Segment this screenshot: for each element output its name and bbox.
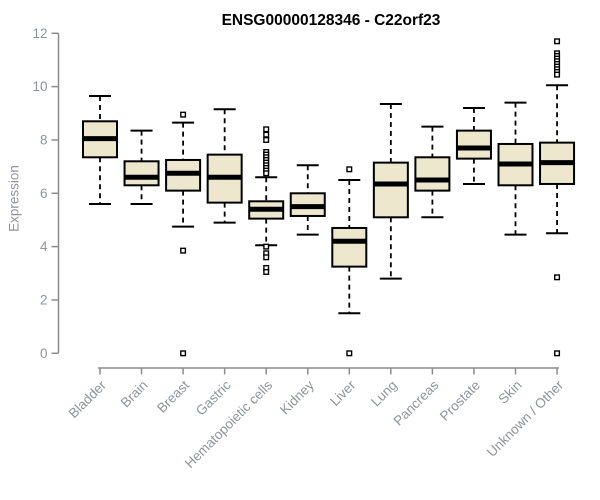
box-lung (372, 102, 409, 280)
outlier-point (554, 71, 561, 78)
box-hematopoietic-cells (248, 126, 285, 275)
x-category-label: Pancreas (391, 377, 442, 428)
x-category-label: Gastric (193, 377, 234, 418)
y-axis-label: Expression (6, 165, 22, 232)
y-tick-label: 0 (40, 346, 48, 361)
iqr-box (331, 226, 368, 268)
outlier-point (180, 247, 187, 254)
y-tick-label: 12 (32, 26, 47, 41)
iqr-box (455, 129, 492, 160)
x-category-label: Breast (154, 377, 192, 415)
outlier-point (554, 350, 561, 357)
x-category-label: Kidney (277, 377, 317, 417)
outlier-point (346, 350, 353, 357)
box-brain (123, 129, 160, 205)
box-gastric (206, 108, 243, 224)
outlier-point (263, 243, 270, 250)
outlier-point (263, 131, 270, 138)
x-category-label: Liver (327, 377, 359, 409)
y-tick-label: 8 (40, 132, 48, 147)
box-prostate (455, 106, 492, 185)
outlier-point (180, 111, 187, 118)
x-category-label: Brain (118, 378, 151, 411)
y-tick-label: 6 (40, 186, 48, 201)
iqr-box (123, 160, 160, 187)
box-liver (331, 166, 368, 357)
box-kidney (289, 164, 326, 236)
outlier-point (263, 126, 270, 133)
outlier-point (554, 274, 561, 281)
outlier-point (346, 166, 353, 173)
chart-title: ENSG00000128346 - C22orf23 (221, 12, 441, 29)
x-category-label: Bladder (66, 377, 110, 421)
y-tick-label: 2 (40, 292, 48, 307)
y-tick-label: 4 (40, 239, 48, 254)
x-category-label: Lung (368, 378, 400, 410)
outlier-point (263, 254, 270, 261)
outlier-point (263, 268, 270, 275)
box-unknown-other (539, 38, 576, 357)
iqr-box (372, 161, 409, 219)
x-category-label: Prostate (437, 378, 483, 424)
x-category-label: Unknown / Other (484, 377, 567, 460)
iqr-box (414, 156, 451, 192)
outlier-point (554, 38, 561, 45)
y-tick-label: 10 (32, 79, 47, 94)
outlier-point (263, 170, 270, 177)
box-breast (165, 111, 202, 357)
box-skin (497, 101, 534, 236)
outlier-point (263, 136, 270, 143)
x-category-label: Skin (495, 378, 524, 407)
outlier-point (180, 350, 187, 357)
box-bladder (82, 94, 118, 205)
box-pancreas (414, 125, 451, 219)
